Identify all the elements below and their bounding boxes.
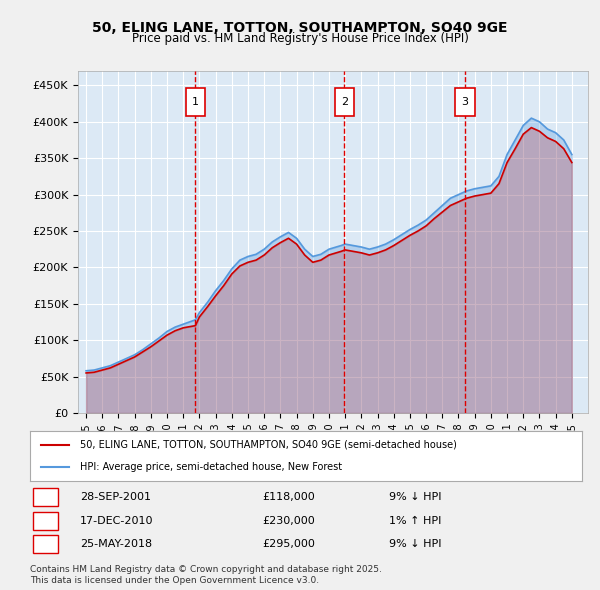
Text: 1% ↑ HPI: 1% ↑ HPI xyxy=(389,516,441,526)
FancyBboxPatch shape xyxy=(33,536,58,553)
Text: £295,000: £295,000 xyxy=(262,539,315,549)
Text: HPI: Average price, semi-detached house, New Forest: HPI: Average price, semi-detached house,… xyxy=(80,462,342,472)
Text: 9% ↓ HPI: 9% ↓ HPI xyxy=(389,539,442,549)
FancyBboxPatch shape xyxy=(335,88,354,116)
Text: Price paid vs. HM Land Registry's House Price Index (HPI): Price paid vs. HM Land Registry's House … xyxy=(131,32,469,45)
Text: 50, ELING LANE, TOTTON, SOUTHAMPTON, SO40 9GE: 50, ELING LANE, TOTTON, SOUTHAMPTON, SO4… xyxy=(92,21,508,35)
Text: 3: 3 xyxy=(461,97,469,107)
FancyBboxPatch shape xyxy=(33,489,58,506)
Text: 50, ELING LANE, TOTTON, SOUTHAMPTON, SO40 9GE (semi-detached house): 50, ELING LANE, TOTTON, SOUTHAMPTON, SO4… xyxy=(80,440,457,450)
Text: £118,000: £118,000 xyxy=(262,492,314,502)
FancyBboxPatch shape xyxy=(33,512,58,530)
Text: 3: 3 xyxy=(41,539,49,549)
FancyBboxPatch shape xyxy=(185,88,205,116)
Text: 9% ↓ HPI: 9% ↓ HPI xyxy=(389,492,442,502)
Text: £230,000: £230,000 xyxy=(262,516,314,526)
Text: Contains HM Land Registry data © Crown copyright and database right 2025.
This d: Contains HM Land Registry data © Crown c… xyxy=(30,565,382,585)
Text: 2: 2 xyxy=(41,516,49,526)
Text: 1: 1 xyxy=(41,492,49,502)
Text: 2: 2 xyxy=(341,97,348,107)
FancyBboxPatch shape xyxy=(455,88,475,116)
Text: 25-MAY-2018: 25-MAY-2018 xyxy=(80,539,152,549)
Text: 17-DEC-2010: 17-DEC-2010 xyxy=(80,516,153,526)
Text: 28-SEP-2001: 28-SEP-2001 xyxy=(80,492,151,502)
Text: 1: 1 xyxy=(192,97,199,107)
